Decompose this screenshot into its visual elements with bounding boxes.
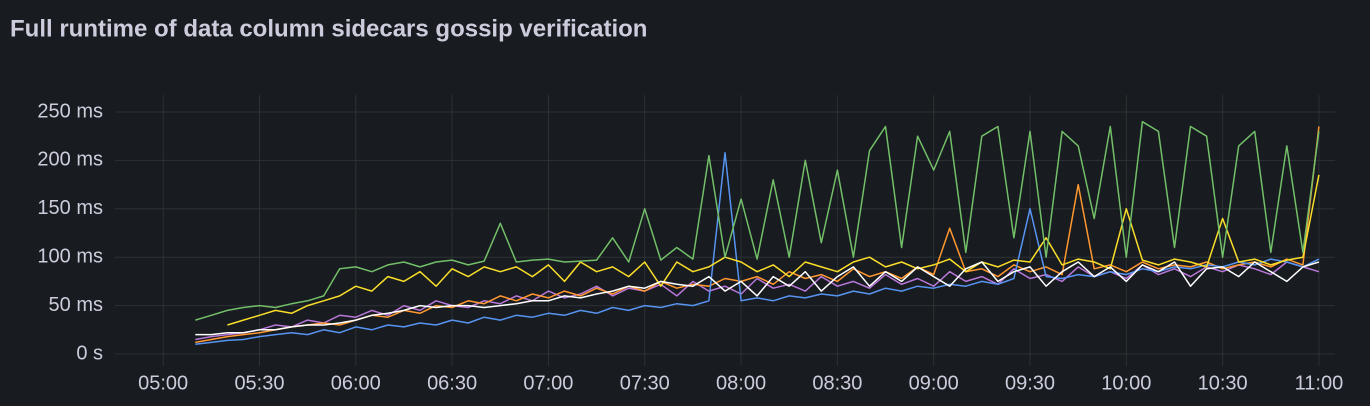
x-tick-label: 05:00 [138,372,188,394]
y-tick-label: 150 ms [37,197,103,219]
x-tick-label: 11:00 [1295,372,1344,394]
y-tick-label: 0 s [76,342,103,364]
x-tick-label: 09:00 [909,372,959,394]
x-tick-label: 08:00 [716,372,766,394]
series-line [195,120,1320,321]
x-tick-label: 10:30 [1198,372,1248,394]
x-tick-label: 06:00 [331,372,381,394]
x-tick-label: 07:00 [523,372,573,394]
x-tick-label: 05:30 [234,372,284,394]
x-tick-label: 08:30 [812,372,862,394]
x-tick-label: 10:00 [1101,372,1151,394]
y-tick-label: 50 ms [49,294,103,316]
series-line [195,126,1320,344]
y-tick-label: 250 ms [37,100,103,122]
series-line [195,261,1320,336]
x-tick-label: 07:30 [620,372,670,394]
panel-title: Full runtime of data column sidecars gos… [10,15,647,42]
series-line [227,174,1320,326]
y-tick-label: 100 ms [37,245,103,267]
y-tick-label: 200 ms [37,149,103,171]
x-tick-label: 06:30 [427,372,477,394]
series-line [195,151,1320,346]
x-tick-label: 09:30 [1005,372,1055,394]
